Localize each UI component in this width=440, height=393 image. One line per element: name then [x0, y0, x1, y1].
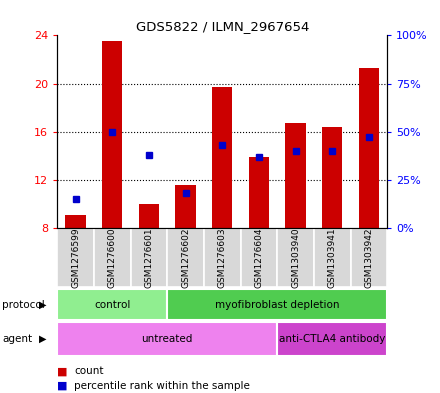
Bar [204, 228, 241, 287]
Bar [94, 228, 131, 287]
Text: percentile rank within the sample: percentile rank within the sample [74, 381, 250, 391]
Bar [277, 322, 387, 356]
Bar [102, 41, 122, 228]
Bar [131, 228, 167, 287]
Bar [212, 87, 232, 228]
Text: untreated: untreated [142, 334, 193, 344]
Text: GSM1276604: GSM1276604 [254, 227, 264, 288]
Bar [176, 185, 196, 228]
Bar [167, 289, 387, 320]
Text: control: control [94, 299, 130, 310]
Text: GSM1276602: GSM1276602 [181, 227, 190, 288]
Text: ■: ■ [57, 381, 68, 391]
Text: GSM1276599: GSM1276599 [71, 227, 80, 288]
Text: GSM1276600: GSM1276600 [108, 227, 117, 288]
Title: GDS5822 / ILMN_2967654: GDS5822 / ILMN_2967654 [136, 20, 309, 33]
Text: protocol: protocol [2, 299, 45, 310]
Text: GSM1276601: GSM1276601 [144, 227, 154, 288]
Bar [314, 228, 351, 287]
Text: GSM1303940: GSM1303940 [291, 227, 300, 288]
Text: GSM1276603: GSM1276603 [218, 227, 227, 288]
Bar [249, 157, 269, 228]
Bar [57, 228, 94, 287]
Text: ▶: ▶ [39, 299, 46, 310]
Text: ■: ■ [57, 366, 68, 376]
Bar [66, 215, 86, 228]
Bar [57, 289, 167, 320]
Text: count: count [74, 366, 103, 376]
Text: agent: agent [2, 334, 32, 344]
Bar [277, 228, 314, 287]
Text: GSM1303942: GSM1303942 [364, 227, 374, 288]
Bar [139, 204, 159, 228]
Text: myofibroblast depletion: myofibroblast depletion [215, 299, 339, 310]
Text: anti-CTLA4 antibody: anti-CTLA4 antibody [279, 334, 385, 344]
Text: ▶: ▶ [39, 334, 46, 344]
Text: GSM1303941: GSM1303941 [328, 227, 337, 288]
Bar [241, 228, 277, 287]
Bar [322, 127, 342, 228]
Bar [57, 322, 277, 356]
Bar [351, 228, 387, 287]
Bar [167, 228, 204, 287]
Bar [286, 123, 306, 228]
Bar [359, 68, 379, 228]
